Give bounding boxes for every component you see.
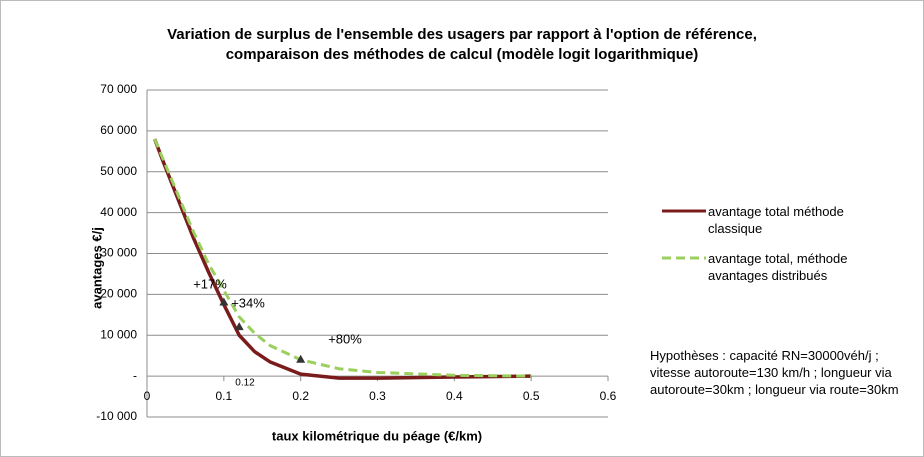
y-tick-label: 60 000: [100, 123, 137, 137]
legend-label: avantage total méthode classique: [708, 204, 844, 236]
x-tick-label: 0.3: [369, 389, 386, 403]
x-tick-label: 0.4: [446, 389, 463, 403]
hypotheses: Hypothèses : capacité RN=30000véh/j ; vi…: [650, 348, 899, 397]
x-tick-label: 0.2: [292, 389, 309, 403]
marker: [234, 322, 244, 331]
x-axis-label: taux kilométrique du péage (€/km): [272, 428, 482, 443]
y-axis-label: avantages €/j: [89, 227, 104, 309]
chart-title: Variation de surplus de l'ensemble des u…: [0, 25, 924, 65]
legend-label: avantage total, méthode avantages distri…: [708, 251, 848, 283]
y-tick-label: 50 000: [100, 164, 137, 178]
chart-title-line: comparaison des méthodes de calcul (modè…: [225, 46, 699, 63]
chart-title-line: Variation de surplus de l'ensemble des u…: [167, 26, 757, 43]
x-tick-label: 0.1: [215, 389, 232, 403]
annotation: 0.12: [235, 378, 255, 389]
x-tick-label: 0.5: [523, 389, 540, 403]
marker: [219, 297, 229, 306]
y-tick-label: 40 000: [100, 205, 137, 219]
y-tick-label: -: [133, 368, 137, 382]
series-line: [153, 138, 532, 380]
annotation: +34%: [231, 295, 265, 310]
y-tick-label: -10 000: [96, 409, 137, 423]
series-line: [153, 138, 532, 378]
x-tick-label: 0: [144, 389, 151, 403]
y-tick-label: 10 000: [100, 327, 137, 341]
annotation: +80%: [328, 331, 362, 346]
y-tick-label: 70 000: [100, 82, 137, 96]
x-tick-label: 0.6: [600, 389, 617, 403]
y-tick-label: 30 000: [100, 246, 137, 260]
annotation: +17%: [193, 276, 227, 291]
marker: [296, 354, 306, 363]
y-tick-label: 20 000: [100, 287, 137, 301]
